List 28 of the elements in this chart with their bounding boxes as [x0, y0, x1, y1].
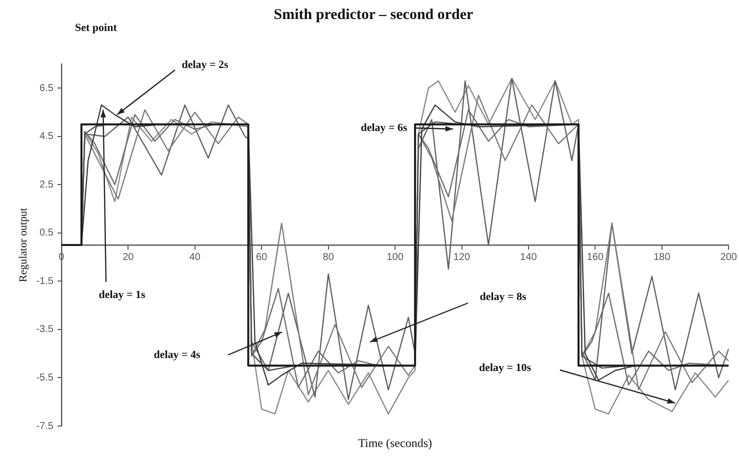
annotation: delay = 1s [98, 288, 146, 301]
annotation: delay = 8s [480, 290, 528, 303]
annotation: delay = 4s [154, 348, 202, 361]
y-tick-label: -3.5 [36, 324, 54, 336]
x-tick-label: 140 [520, 252, 538, 263]
x-tick-label: 60 [256, 252, 268, 263]
y-axis-title: Regulator output [17, 208, 30, 282]
text: Set point [75, 22, 118, 34]
y-tick-label: 0.5 [40, 228, 54, 239]
y-tick-label: -5.5 [36, 372, 54, 384]
y-tick-label: -1.5 [36, 276, 54, 287]
x-tick-label: 200 [720, 252, 738, 263]
y-tick-label: 4.5 [40, 131, 54, 142]
x-axis-title: Time (seconds) [358, 436, 432, 450]
y-tick-label: -7.5 [36, 420, 54, 432]
x-tick-label: 100 [386, 252, 404, 263]
y-tick-label: 6.5 [40, 82, 54, 94]
x-tick-label: 180 [654, 252, 671, 263]
annotation: delay = 10s [478, 362, 532, 374]
annotation: delay = 2s [182, 58, 230, 71]
x-tick-label: 40 [189, 252, 201, 263]
annotation: delay = 6s [360, 122, 408, 134]
chart-title: Smith predictor – second order [274, 6, 474, 23]
x-tick-label: 80 [322, 252, 334, 263]
y-tick-label: 2.5 [40, 179, 54, 190]
x-tick-label: 160 [586, 252, 604, 263]
x-tick-label: 20 [122, 252, 134, 263]
x-tick-label: 120 [453, 252, 471, 263]
